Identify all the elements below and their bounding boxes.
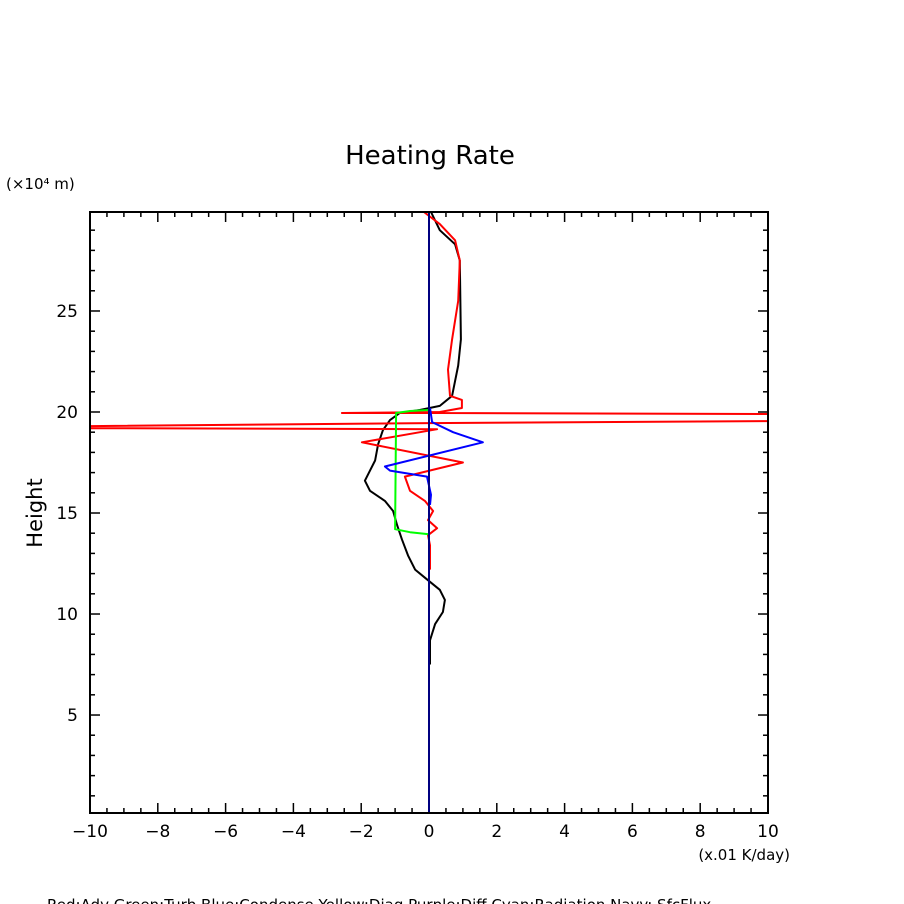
- x-tick-label: 4: [559, 822, 570, 842]
- x-tick-label: −2: [349, 822, 374, 842]
- legend-text: Red:Adv Green:Turb Blue:Condense Yellow:…: [47, 896, 711, 904]
- series-lines: [89, 211, 769, 813]
- y-tick-label: 20: [56, 403, 78, 423]
- tick-labels: −10 −8 −6 −4 −2 0 2 4 6 8 10 5 10 15 20 25: [56, 302, 778, 842]
- y-tick-label: 15: [56, 504, 78, 524]
- series-adv-line: [89, 211, 769, 570]
- x-tick-label: −6: [213, 822, 238, 842]
- y-tick-label: 10: [56, 605, 78, 625]
- plot-frame: [89, 211, 769, 814]
- x-tick-label: 10: [757, 822, 779, 842]
- x-tick-label: 0: [424, 822, 435, 842]
- y-unit-label: (×10⁴ m): [6, 175, 75, 193]
- chart-title: Heating Rate: [345, 141, 515, 171]
- x-tick-label: 8: [695, 822, 706, 842]
- x-axis-label: (x.01 K/day): [698, 846, 790, 864]
- x-tick-label: 2: [491, 822, 502, 842]
- x-tick-label: −4: [281, 822, 306, 842]
- x-tick-label: −8: [145, 822, 170, 842]
- x-tick-label: 6: [627, 822, 638, 842]
- series-total-line: [363, 211, 462, 665]
- y-tick-label: 5: [67, 706, 78, 726]
- y-tick-label: 25: [56, 302, 78, 322]
- x-tick-label: −10: [72, 822, 108, 842]
- y-axis-label: Height: [23, 478, 47, 547]
